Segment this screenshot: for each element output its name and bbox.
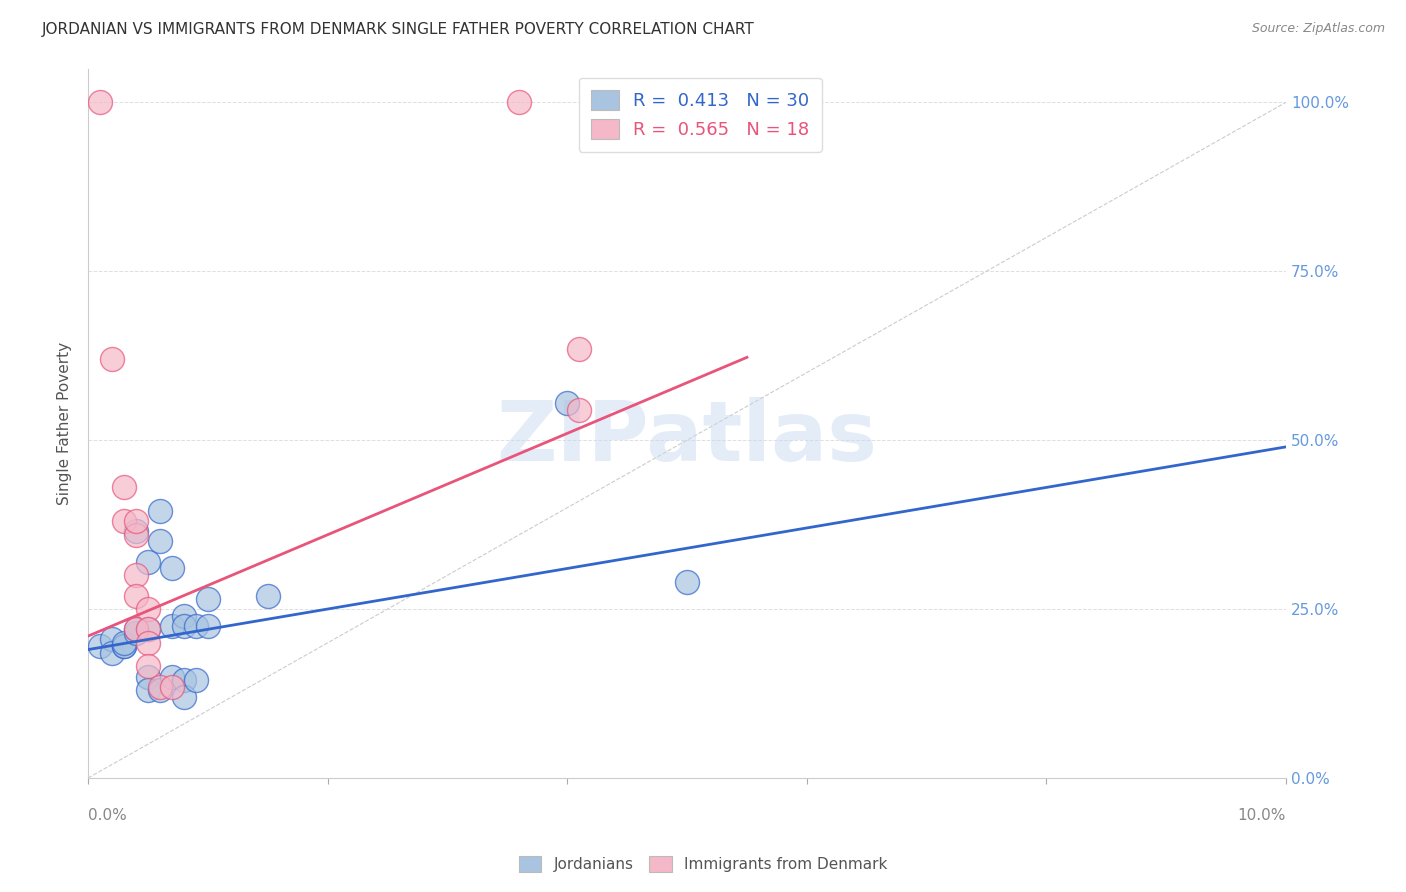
Point [125,527,148,541]
Point [173,690,195,704]
Text: Source: ZipAtlas.com: Source: ZipAtlas.com [1251,22,1385,36]
Point [101,632,124,647]
Point [89,639,111,653]
Y-axis label: Single Father Poverty: Single Father Poverty [58,342,72,505]
Point [125,622,148,636]
Point [136,622,159,636]
Point [555,396,578,410]
Point [184,619,207,633]
Point [112,639,135,653]
Legend: R =  0.413   N = 30, R =  0.565   N = 18: R = 0.413 N = 30, R = 0.565 N = 18 [579,78,821,152]
Point [125,589,148,603]
Point [101,352,124,367]
Point [125,625,148,640]
Point [160,561,183,575]
Point [197,591,219,606]
Point [112,480,135,494]
Point [160,619,183,633]
Point [197,619,219,633]
Point [173,608,195,623]
Point [160,680,183,694]
Point [149,680,172,694]
Point [136,683,159,698]
Point [136,636,159,650]
Point [149,534,172,549]
Point [136,659,159,673]
Point [125,622,148,636]
Point [136,602,159,616]
Point [101,646,124,660]
Point [112,514,135,528]
Point [160,669,183,683]
Point [149,504,172,518]
Point [125,568,148,582]
Legend: Jordanians, Immigrants from Denmark: Jordanians, Immigrants from Denmark [510,848,896,880]
Text: 0.0%: 0.0% [89,808,127,823]
Point [256,589,278,603]
Point [136,669,159,683]
Text: ZIPatlas: ZIPatlas [496,397,877,478]
Point [149,683,172,698]
Text: JORDANIAN VS IMMIGRANTS FROM DENMARK SINGLE FATHER POVERTY CORRELATION CHART: JORDANIAN VS IMMIGRANTS FROM DENMARK SIN… [42,22,755,37]
Point [184,673,207,687]
Point [568,342,591,356]
Point [125,514,148,528]
Point [568,402,591,417]
Point [136,622,159,636]
Text: 10.0%: 10.0% [1237,808,1286,823]
Point [89,95,111,110]
Point [112,636,135,650]
Point [173,619,195,633]
Point [112,639,135,653]
Point [676,574,699,589]
Point [136,555,159,569]
Point [173,673,195,687]
Point [125,524,148,539]
Point [508,95,530,110]
